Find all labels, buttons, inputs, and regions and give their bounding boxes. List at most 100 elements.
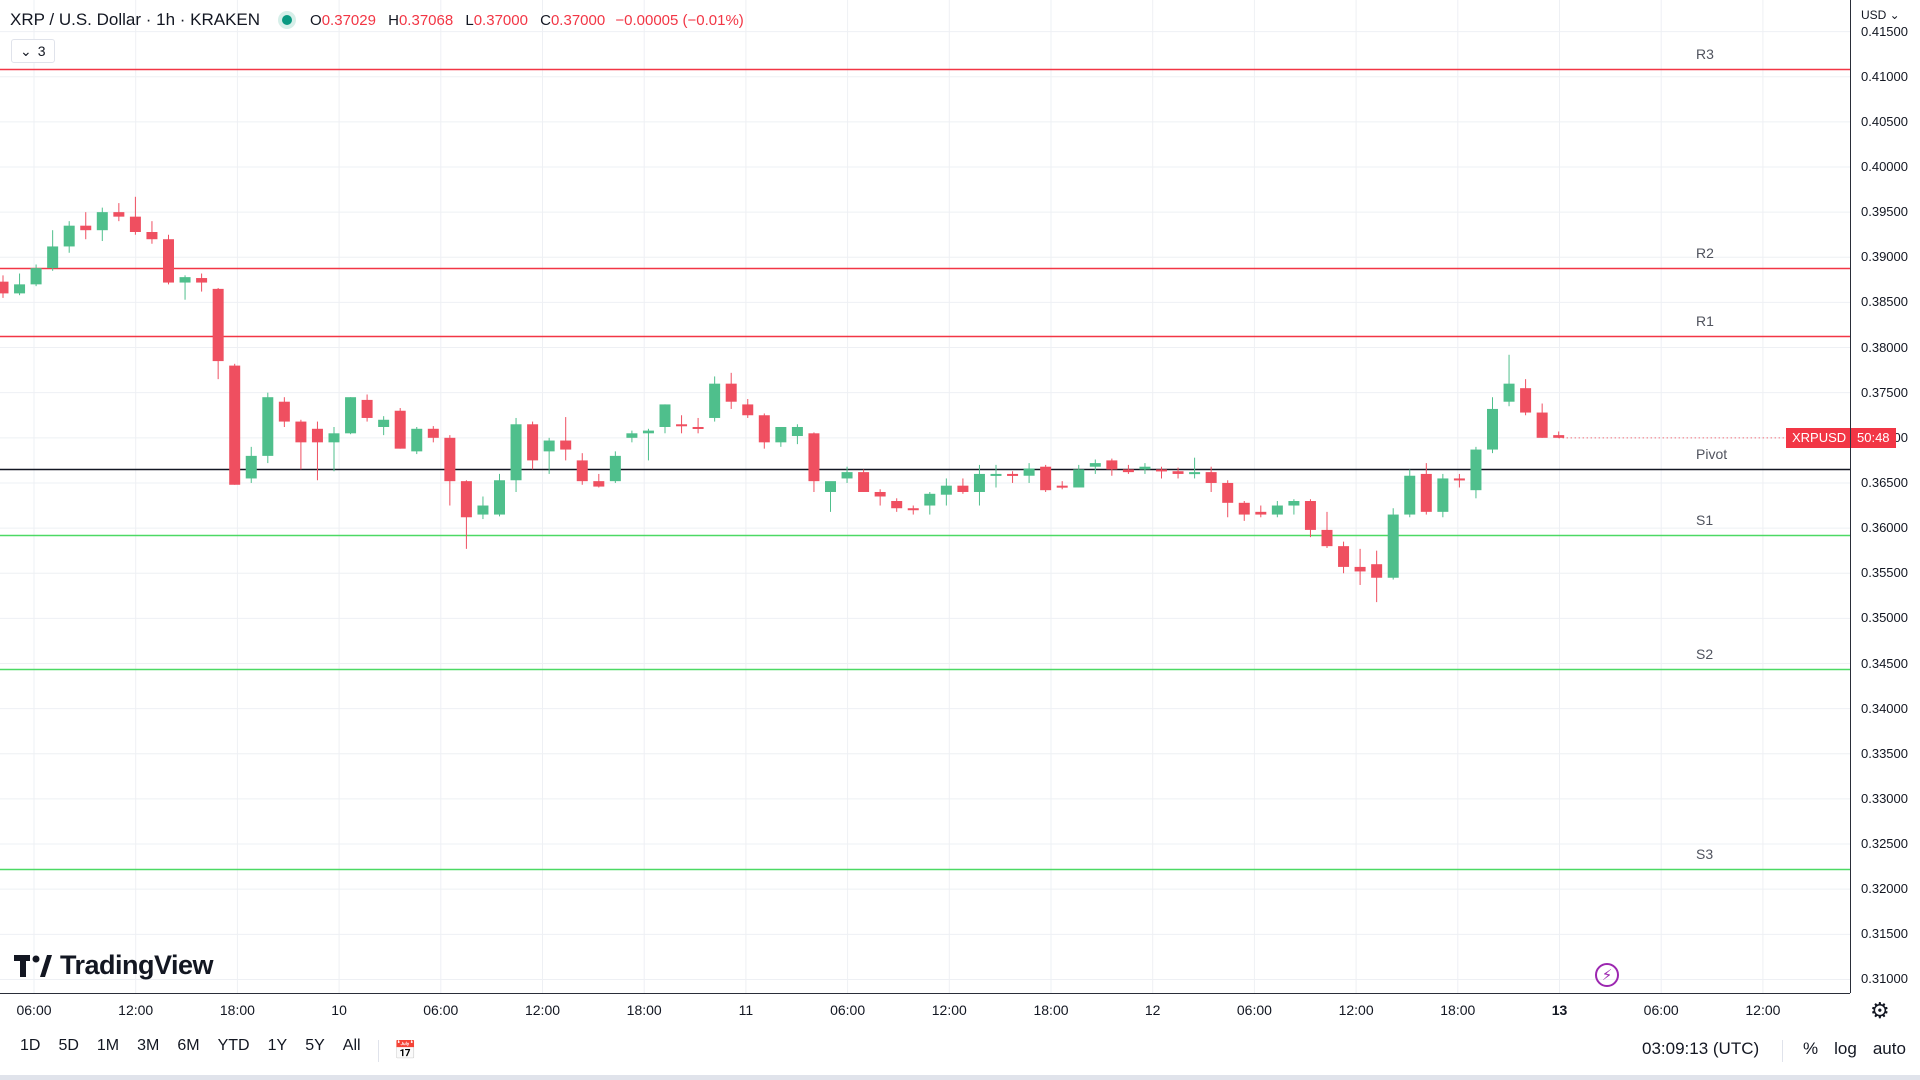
candle-body [1222, 482, 1234, 503]
candle-body [1040, 466, 1052, 491]
time-tick: 12 [1144, 1002, 1161, 1018]
time-tick: 06:00 [1643, 1002, 1679, 1018]
period-button-ytd[interactable]: YTD [217, 1037, 250, 1054]
period-button-5d[interactable]: 5D [58, 1037, 79, 1054]
candle-body [891, 501, 903, 509]
candle-body [444, 437, 456, 482]
currency-selector[interactable]: USD ⌄ [1861, 8, 1900, 22]
candle-body [642, 430, 654, 434]
candle-body [1172, 471, 1184, 474]
time-tick: 12:00 [1338, 1002, 1374, 1018]
tradingview-logo[interactable]: TradingView [14, 950, 214, 981]
candle-body [47, 246, 59, 269]
period-button-3m[interactable]: 3M [137, 1037, 160, 1054]
candle-body [924, 493, 936, 506]
indicators-toggle[interactable]: ⌄ 3 [11, 39, 55, 63]
price-tick: 0.35500 [1861, 565, 1908, 581]
candle-body [543, 440, 555, 452]
period-button-1m[interactable]: 1M [96, 1037, 120, 1054]
time-tick: 06:00 [16, 1002, 52, 1018]
high-value: 0.37068 [398, 11, 454, 29]
period-button-all[interactable]: All [342, 1037, 361, 1054]
candle-body [1470, 449, 1482, 491]
price-chart[interactable] [0, 0, 1850, 993]
time-tick: 12:00 [931, 1002, 967, 1018]
lightning-icon[interactable]: ⚡ [1595, 963, 1619, 987]
candle-body [262, 397, 274, 456]
market-open-dot [282, 15, 293, 25]
candle-body [709, 383, 721, 418]
price-tick: 0.40500 [1861, 113, 1908, 129]
candle-body [179, 277, 191, 283]
candle-body [841, 472, 853, 479]
candle-body [146, 232, 158, 240]
candle-body [1238, 502, 1250, 515]
percent-toggle[interactable]: % [1803, 1039, 1819, 1058]
candle-body [394, 410, 406, 449]
candle-body [990, 473, 1002, 476]
candle-body [361, 399, 373, 418]
period-buttons: 1D 5D 1M 3M 6M YTD 1Y 5Y All [14, 1037, 370, 1055]
gear-icon[interactable]: ⚙ [1870, 998, 1890, 1023]
bottom-toolbar: 1D 5D 1M 3M 6M YTD 1Y 5Y All 📅 03:09:13 (UTC) % l… [0, 1025, 1920, 1075]
price-tick: 0.38000 [1861, 339, 1908, 355]
candle-body [1338, 546, 1350, 567]
utc-clock[interactable]: 03:09:13 (UTC) [1642, 1039, 1760, 1058]
time-axis[interactable]: 06:00 12:00 18:00 10 06:00 12:00 18:00 11 06:00 1… [0, 993, 1890, 1026]
symbol-title[interactable]: XRP / U.S. Dollar · 1h · KRAKEN [10, 10, 261, 29]
time-tick: 12:00 [118, 1002, 154, 1018]
price-tick: 0.41000 [1861, 68, 1908, 84]
candle-body [858, 472, 870, 492]
price-tick: 0.38500 [1861, 294, 1908, 310]
candle-body [1503, 383, 1515, 402]
level-label-pivot: Pivot [1696, 445, 1728, 462]
candle-body [808, 433, 820, 482]
candle-body [411, 428, 423, 452]
time-tick: 18:00 [219, 1002, 255, 1018]
period-button-1y[interactable]: 1Y [267, 1037, 288, 1054]
symbol-legend: XRP / U.S. Dollar · 1h · KRAKEN O0.37029… [10, 10, 744, 30]
price-tick: 0.31000 [1861, 971, 1908, 987]
candle-body [1387, 514, 1399, 578]
candle-body [0, 281, 9, 294]
level-label-r2: R2 [1696, 244, 1714, 261]
price-tick: 0.40000 [1861, 159, 1908, 174]
price-tick: 0.37500 [1861, 384, 1908, 400]
chart-area[interactable]: XRP / U.S. Dollar · 1h · KRAKEN O0.37029… [0, 0, 1853, 993]
period-button-6m[interactable]: 6M [177, 1037, 200, 1054]
candle-body [593, 481, 605, 487]
candle-body [1156, 469, 1167, 472]
time-tick: 13 [1551, 1002, 1568, 1018]
price-tick: 0.32000 [1861, 881, 1908, 897]
candle-body [1553, 435, 1565, 438]
candle-body [1288, 501, 1300, 506]
price-tick: 0.35000 [1861, 610, 1908, 626]
period-button-1d[interactable]: 1D [20, 1037, 41, 1054]
candle-body [1189, 472, 1201, 475]
auto-toggle[interactable]: auto [1872, 1039, 1906, 1058]
level-label-s2: S2 [1696, 645, 1714, 662]
calendar-range-icon[interactable]: 📅 [394, 1040, 417, 1060]
candle-body [63, 225, 75, 247]
candle-body [494, 480, 505, 515]
log-toggle[interactable]: log [1834, 1039, 1857, 1058]
candle-body [510, 424, 522, 481]
price-tick: 0.33500 [1861, 745, 1908, 761]
candle-body [957, 485, 969, 492]
time-tick: 12:00 [1745, 1002, 1781, 1018]
low-value: 0.37000 [473, 11, 528, 29]
candle-body [825, 481, 836, 492]
price-tick: 0.39000 [1861, 249, 1908, 265]
candle-body [1304, 501, 1316, 530]
period-button-5y[interactable]: 5Y [305, 1037, 325, 1054]
candle-body [311, 428, 323, 443]
price-tick: 0.32500 [1861, 836, 1908, 852]
candle-body [345, 397, 357, 434]
candle-body [295, 421, 307, 443]
candle-body [576, 460, 588, 482]
price-tick: 0.31500 [1861, 926, 1908, 942]
price-tick: 0.34500 [1861, 655, 1908, 671]
time-tick: 18:00 [626, 1002, 662, 1018]
price-axis[interactable]: USD ⌄ 0.41500 0.41000 0.40500 0.40000 0.3950… [1850, 0, 1920, 993]
price-tick: 0.33000 [1861, 790, 1908, 806]
